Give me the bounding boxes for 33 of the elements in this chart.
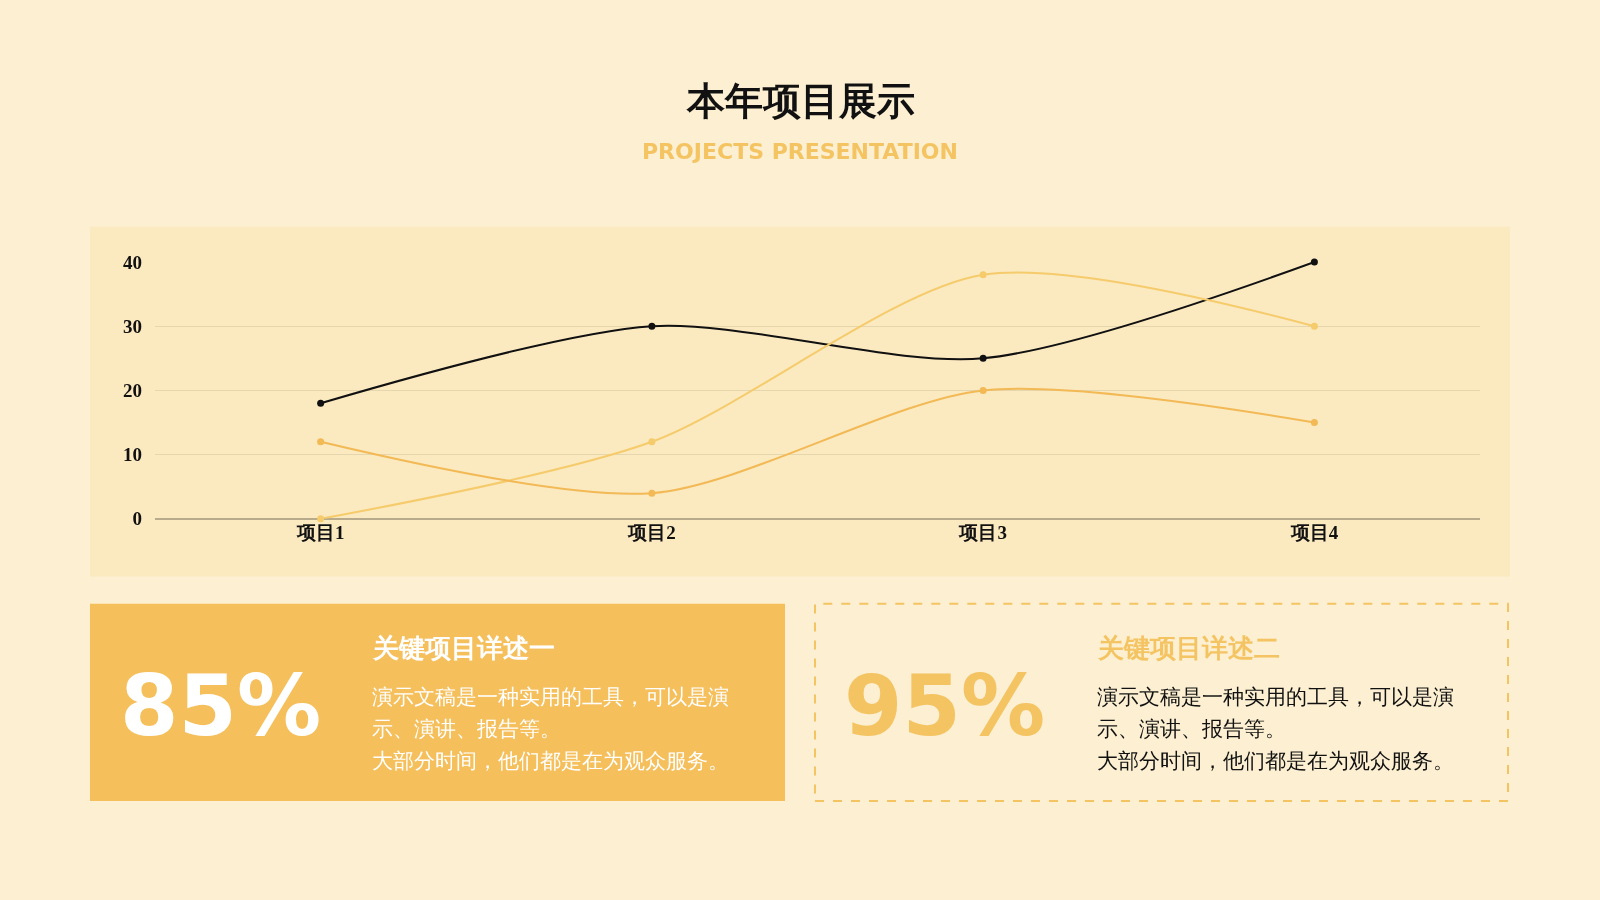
text: 85% (120, 657, 322, 755)
point (317, 399, 325, 407)
text: 演示文稿是一种实用的工具，可以是演 (1097, 685, 1454, 709)
y-tick-label: 20 (123, 380, 142, 402)
x-tick-label: 项目2 (627, 521, 676, 543)
point (648, 489, 656, 497)
text: 95% (844, 657, 1046, 755)
text: 大部分时间，他们都是在为观众服务。 (1097, 749, 1454, 773)
x-tick-label: 项目3 (958, 521, 1007, 543)
point (1310, 322, 1318, 330)
x-tick-label: 项目4 (1289, 521, 1339, 543)
point (317, 515, 325, 523)
text: 关键项目详述一 (372, 633, 555, 663)
point (648, 438, 656, 446)
x-tick-label: 项目1 (295, 521, 345, 543)
y-tick-label: 10 (123, 444, 142, 466)
y-tick-label: 30 (123, 315, 142, 337)
text: 关键项目详述二 (1097, 633, 1280, 663)
chart-title: 本年项目展示 (686, 79, 915, 123)
point (979, 271, 987, 279)
point (317, 438, 325, 446)
text: 示、演讲、报告等。 (1097, 717, 1286, 741)
text: 演示文稿是一种实用的工具，可以是演 (372, 685, 729, 709)
point (979, 386, 987, 394)
text: 大部分时间，他们都是在为观众服务。 (372, 749, 729, 773)
y-tick-label: 0 (132, 508, 142, 530)
point (1310, 258, 1318, 266)
y-tick-label: 40 (123, 251, 142, 273)
point (979, 354, 987, 362)
point (1310, 419, 1318, 427)
point (648, 322, 656, 330)
chart-subtitle: PROJECTS PRESENTATION (642, 139, 958, 164)
text: 示、演讲、报告等。 (372, 717, 561, 741)
